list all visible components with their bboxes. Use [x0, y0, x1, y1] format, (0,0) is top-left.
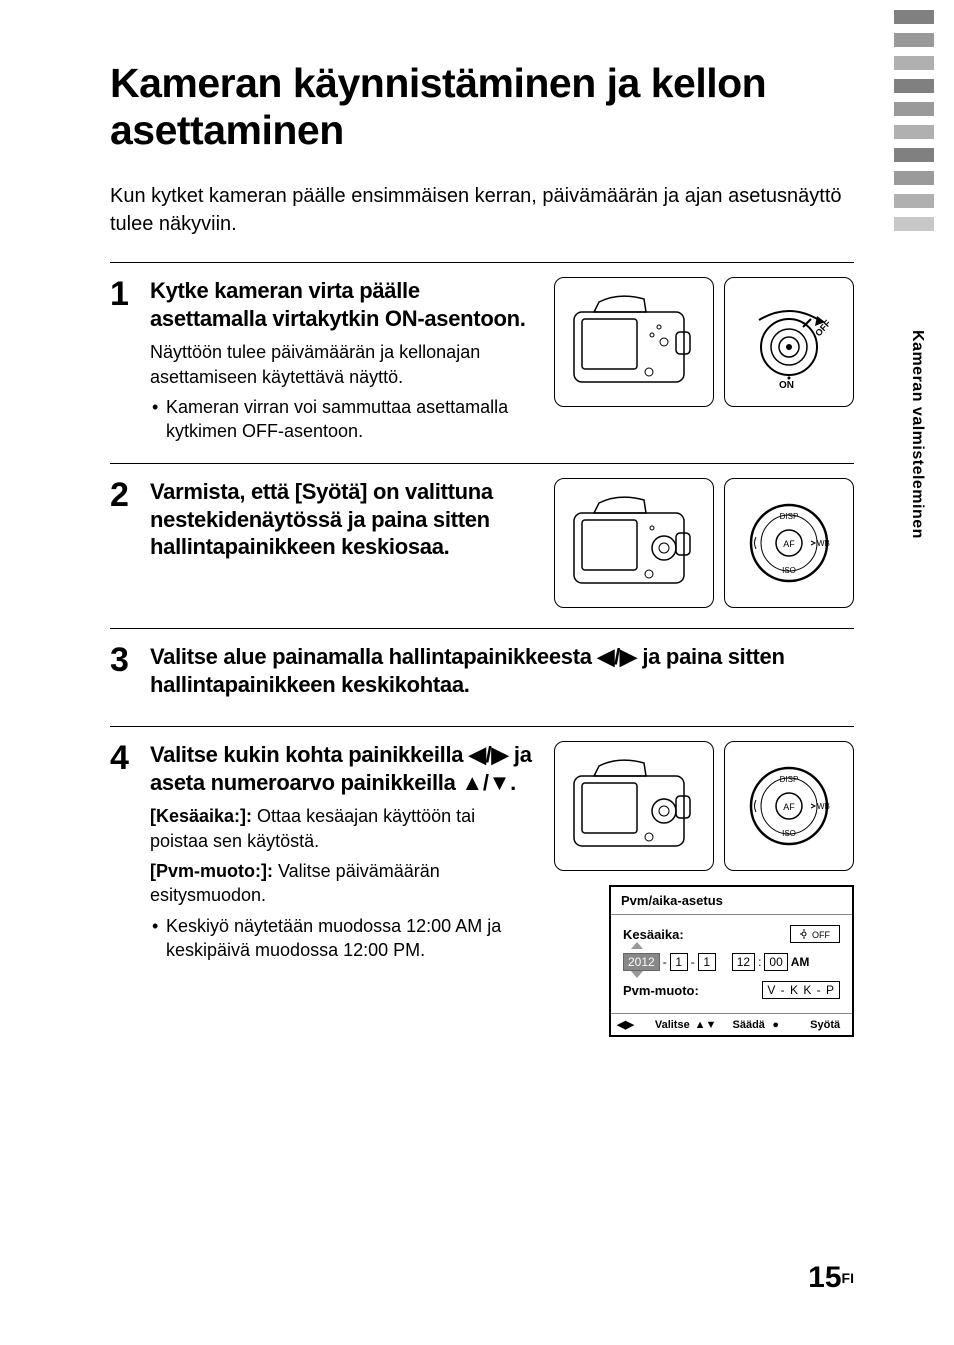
arrow-left-right-icon: ◀/▶	[469, 742, 508, 767]
step-3: 3 Valitse alue painamalla hallintapainik…	[110, 628, 854, 727]
kesaaika-desc: [Kesäaika:]: Ottaa kesäajan käyttöön tai…	[150, 804, 538, 853]
power-switch-icon: ON OFF	[739, 292, 839, 392]
format-value: V - K K - P	[762, 981, 840, 999]
sun-icon	[800, 929, 812, 939]
control-wheel-icon: AF DISP ISO WB	[739, 493, 839, 593]
af-label: AF	[783, 539, 795, 549]
step-heading: Valitse kukin kohta painikkeilla ◀/▶ ja …	[150, 741, 538, 796]
wb-label: WB	[817, 802, 830, 811]
control-wheel-icon: AF DISP ISO WB	[739, 756, 839, 856]
step-number: 4	[110, 741, 138, 1037]
pvmmuoto-label: [Pvm-muoto:]:	[150, 861, 273, 881]
datetime-screen: Pvm/aika-asetus Kesäaika: OFF	[609, 885, 854, 1037]
step-bullet: Kameran virran voi sammuttaa asettamalla…	[150, 395, 538, 444]
sep: -	[663, 955, 667, 969]
page-number: 15FI	[808, 1261, 854, 1295]
side-bar	[894, 148, 934, 162]
ampm-label: AM	[791, 955, 810, 969]
footer-adjust-label: Säädä	[733, 1019, 769, 1031]
disp-label: DISP	[780, 512, 799, 521]
wb-label: WB	[817, 539, 830, 548]
control-wheel-diagram: AF DISP ISO WB	[724, 741, 854, 871]
ud-icon: ▲▼	[695, 1019, 731, 1031]
footer-select-label: Valitse	[655, 1019, 691, 1031]
dot-icon: ●	[772, 1019, 808, 1031]
footer-adjust: ▲▼Säädä	[695, 1018, 769, 1031]
step-heading: Varmista, että [Syötä] on valittuna nest…	[150, 478, 538, 561]
heading-part-a: Valitse alue painamalla hallintapainikke…	[150, 644, 598, 669]
iso-label: ISO	[782, 566, 796, 575]
dst-off-text: OFF	[812, 930, 830, 940]
hour-field: 12	[732, 953, 755, 971]
camera-icon	[564, 488, 704, 598]
arrow-up-down-icon: ▲/▼	[461, 770, 510, 795]
step-1: 1 Kytke kameran virta päälle asettamalla…	[110, 262, 854, 463]
on-label: ON	[779, 380, 794, 391]
camera-icon	[564, 287, 704, 397]
side-bar	[894, 217, 934, 231]
arrow-left-right-icon: ◀/▶	[598, 644, 637, 669]
step-2: 2 Varmista, että [Syötä] on valittuna ne…	[110, 463, 854, 628]
step-bullet: Keskiyö näytetään muodossa 12:00 AM ja k…	[150, 914, 538, 963]
page-number-value: 15	[808, 1261, 841, 1294]
step-desc: Näyttöön tulee päivämäärän ja kellonajan…	[150, 340, 538, 389]
page-title: Kameran käynnistäminen ja kellon asettam…	[110, 60, 854, 154]
triangle-up-icon	[631, 942, 643, 949]
step-heading: Kytke kameran virta päälle asettamalla v…	[150, 277, 538, 332]
screen-title: Pvm/aika-asetus	[611, 887, 852, 915]
power-switch-diagram: ON OFF	[724, 277, 854, 407]
date-row: 2012 - 1 - 1 12 : 00 AM	[623, 953, 840, 971]
sep: :	[758, 955, 761, 969]
page-number-suffix: FI	[842, 1270, 854, 1286]
step-heading: Valitse alue painamalla hallintapainikke…	[150, 643, 854, 698]
footer-select: ◀▶Valitse	[617, 1018, 691, 1031]
side-index-bars	[894, 10, 934, 240]
dst-row: Kesäaika: OFF	[623, 925, 840, 943]
side-bar	[894, 125, 934, 139]
step-number: 3	[110, 643, 138, 706]
iso-label: ISO	[782, 829, 796, 838]
side-bar	[894, 79, 934, 93]
intro-text: Kun kytket kameran päälle ensimmäisen ke…	[110, 182, 854, 238]
camera-diagram	[554, 478, 714, 608]
disp-label: DISP	[780, 775, 799, 784]
pvmmuoto-desc: [Pvm-muoto:]: Valitse päivämäärän esitys…	[150, 859, 538, 908]
camera-icon	[564, 751, 704, 861]
heading-part-a: Valitse kukin kohta painikkeilla	[150, 742, 469, 767]
dst-label: Kesäaika:	[623, 927, 782, 942]
step-number: 2	[110, 478, 138, 608]
side-bar	[894, 171, 934, 185]
control-wheel-diagram: AF DISP ISO WB	[724, 478, 854, 608]
page-content: Kameran käynnistäminen ja kellon asettam…	[0, 0, 954, 1097]
side-bar	[894, 56, 934, 70]
year-arrows	[631, 942, 643, 978]
triangle-down-icon	[631, 971, 643, 978]
step-number: 1	[110, 277, 138, 443]
side-bar	[894, 102, 934, 116]
af-label: AF	[783, 802, 795, 812]
side-bar	[894, 33, 934, 47]
side-bar	[894, 194, 934, 208]
screen-footer: ◀▶Valitse ▲▼Säädä ●Syötä	[611, 1013, 852, 1035]
sep: -	[691, 955, 695, 969]
format-row: Pvm-muoto: V - K K - P	[623, 981, 840, 999]
heading-part-c: .	[510, 770, 516, 795]
month-field: 1	[670, 953, 688, 971]
camera-diagram	[554, 277, 714, 407]
lr-icon: ◀▶	[617, 1018, 653, 1031]
footer-enter-label: Syötä	[810, 1019, 846, 1031]
day-field: 1	[698, 953, 716, 971]
minute-field: 00	[764, 953, 787, 971]
side-bar	[894, 10, 934, 24]
step-4: 4 Valitse kukin kohta painikkeilla ◀/▶ j…	[110, 727, 854, 1057]
format-label: Pvm-muoto:	[623, 983, 754, 998]
camera-diagram	[554, 741, 714, 871]
side-tab-label: Kameran valmisteleminen	[908, 330, 926, 539]
kesaaika-label: [Kesäaika:]:	[150, 806, 252, 826]
footer-enter: ●Syötä	[772, 1018, 846, 1031]
dst-value: OFF	[790, 925, 840, 943]
